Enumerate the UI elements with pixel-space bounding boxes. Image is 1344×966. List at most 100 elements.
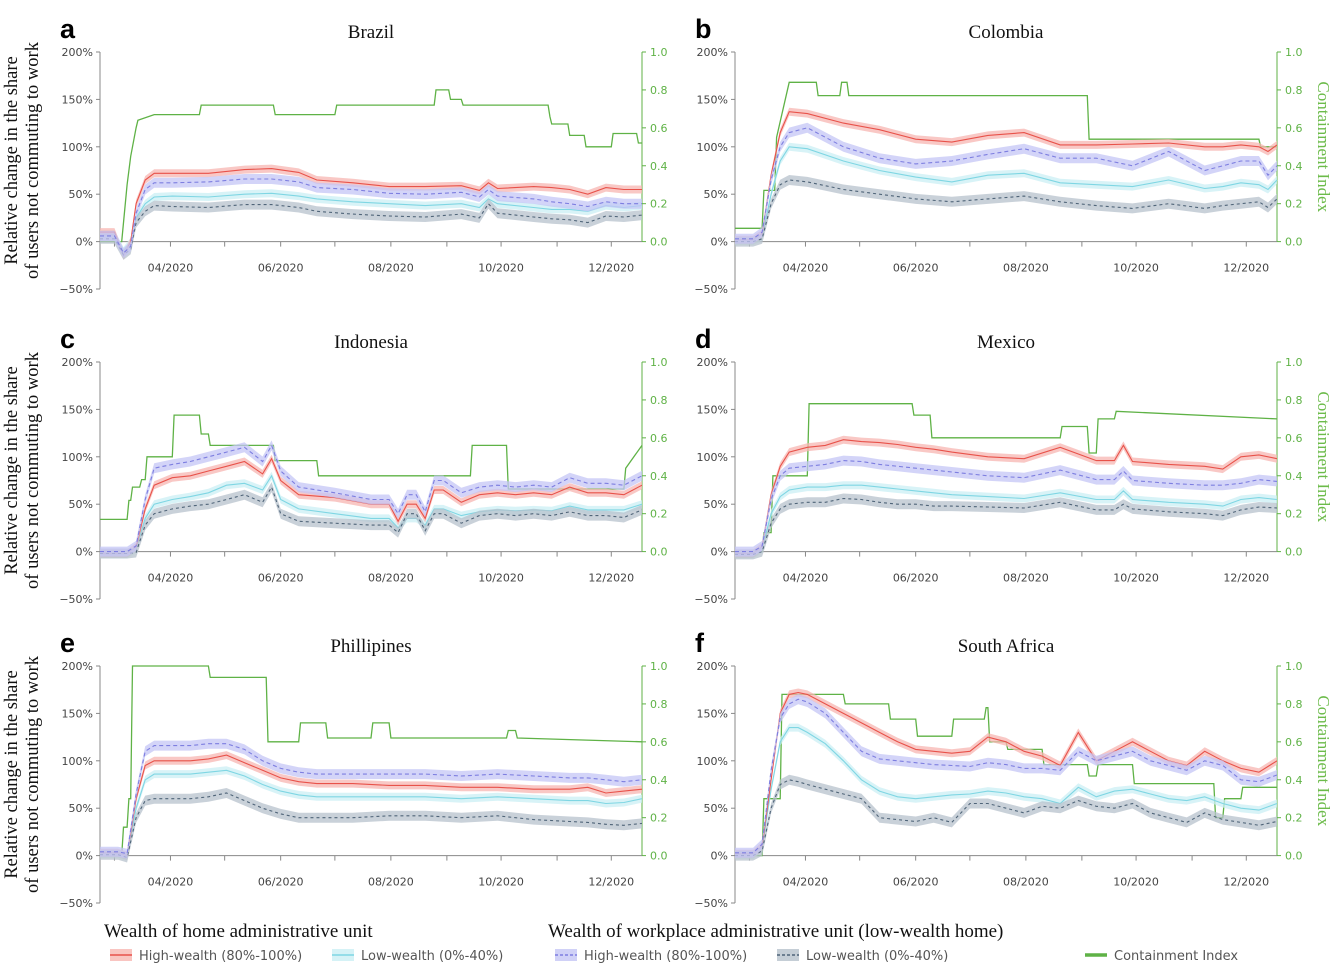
y2-tick-label: 0.2: [1285, 508, 1303, 521]
y2-tick-label: 1.0: [1285, 660, 1303, 673]
x-tick-label: 12/2020: [1223, 572, 1269, 585]
series-band-home_low: [100, 471, 642, 559]
series-line-work_low: [100, 485, 643, 555]
containment-line: [100, 665, 643, 857]
y2-axis-label: Containment Index: [1314, 81, 1333, 212]
series-line-home_high: [100, 168, 642, 258]
x-tick-label: 08/2020: [1003, 876, 1049, 889]
series-band-home_low: [735, 481, 1277, 559]
y2-tick-label: 0.4: [1285, 160, 1303, 173]
y-tick-label: 50%: [704, 498, 728, 511]
y2-tick-label: 0.0: [1285, 850, 1303, 863]
x-tick-label: 06/2020: [258, 572, 304, 585]
chart-panel-e: e Phillipines 200% 150% 100% 50% 0% −50% 1.0 0.8 0…: [2, 628, 668, 910]
x-tick-label: 08/2020: [368, 572, 414, 585]
series-band-work_high: [100, 440, 642, 557]
x-tick-label: 10/2020: [1113, 876, 1159, 889]
y-tick-label: 50%: [69, 188, 93, 201]
x-tick-label: 10/2020: [478, 262, 524, 275]
series-line-home_low: [100, 192, 643, 253]
y2-axis-label: Containment Index: [1314, 391, 1333, 522]
series-line-home_low: [735, 146, 1278, 242]
y-tick-label: 200%: [62, 660, 93, 673]
series-line-work_low: [100, 202, 643, 256]
panel-letter: b: [695, 14, 712, 44]
x-tick-label: 06/2020: [893, 572, 939, 585]
series-band-home_low: [100, 189, 642, 256]
series-band-work_low: [100, 788, 642, 863]
x-tick-label: 12/2020: [588, 876, 634, 889]
y2-tick-label: 0.0: [1285, 236, 1303, 249]
series-line-home_high: [735, 111, 1278, 241]
containment-line: [735, 693, 1277, 857]
y-tick-label: 0%: [711, 850, 728, 863]
y2-tick-label: 0.6: [650, 736, 668, 749]
y2-tick-label: 0.0: [650, 546, 668, 559]
legend-heading: Wealth of workplace administrative unit …: [548, 921, 1003, 942]
series-line-work_high: [100, 743, 643, 855]
y-tick-label: 0%: [711, 236, 728, 249]
y2-tick-label: 0.8: [1285, 698, 1303, 711]
x-tick-label: 10/2020: [478, 876, 524, 889]
y2-tick-label: 1.0: [1285, 356, 1303, 369]
y-tick-label: 100%: [62, 141, 93, 154]
y-tick-label: 200%: [697, 356, 728, 369]
series-line-home_low: [100, 769, 643, 858]
series-line-home_high: [735, 439, 1278, 555]
x-tick-label: 04/2020: [783, 262, 829, 275]
y-axis-label: Relative change in the share: [2, 56, 22, 265]
series-band-home_high: [735, 688, 1277, 858]
y2-tick-label: 0.6: [1285, 432, 1303, 445]
y-tick-label: −50%: [694, 897, 728, 910]
y-tick-label: 50%: [69, 498, 93, 511]
y2-tick-label: 0.4: [650, 470, 668, 483]
x-tick-label: 12/2020: [1223, 262, 1269, 275]
x-tick-label: 08/2020: [368, 262, 414, 275]
series-line-work_low: [735, 179, 1278, 243]
chart-panel-d: d Mexico 200% 150% 100% 50% 0% −50% 1.0 0.8 0.6 0.4…: [694, 324, 1333, 606]
y-tick-label: 200%: [62, 46, 93, 59]
series-line-home_low: [735, 484, 1278, 555]
containment-line: [100, 89, 642, 243]
series-band-home_high: [100, 751, 642, 860]
legend-heading: Wealth of home administrative unit: [104, 921, 373, 942]
legend-label: Low-wealth (0%-40%): [806, 949, 948, 964]
panel-letter: c: [60, 324, 75, 354]
y-tick-label: −50%: [694, 593, 728, 606]
series-line-work_high: [735, 127, 1278, 240]
y-axis-label: of users not commuting to work: [23, 655, 43, 893]
y-tick-label: 150%: [62, 707, 93, 720]
x-tick-label: 12/2020: [588, 262, 634, 275]
y2-tick-label: 0.2: [650, 508, 668, 521]
x-tick-label: 04/2020: [148, 876, 194, 889]
y-tick-label: 150%: [62, 403, 93, 416]
containment-line: [735, 403, 1278, 553]
series-line-work_high: [735, 460, 1278, 553]
x-tick-label: 04/2020: [148, 572, 194, 585]
x-tick-label: 06/2020: [258, 262, 304, 275]
series-line-home_high: [100, 457, 643, 555]
series-line-work_high: [735, 698, 1278, 854]
x-tick-label: 10/2020: [1113, 262, 1159, 275]
y2-axis-label: Containment Index: [1314, 695, 1333, 826]
y-tick-label: 150%: [697, 93, 728, 106]
panel-letter: d: [695, 324, 712, 354]
y2-tick-label: 0.6: [1285, 122, 1303, 135]
legend-label: High-wealth (80%-100%): [584, 949, 747, 964]
panel-title: Mexico: [977, 332, 1035, 353]
containment-line: [100, 414, 643, 521]
chart-panel-a: a Brazil 200% 150% 100% 50% 0% −50% 1.0 0.8 0.6 0.4…: [2, 14, 668, 296]
y-tick-label: −50%: [59, 897, 93, 910]
y2-tick-label: 0.2: [1285, 812, 1303, 825]
y-tick-label: 100%: [62, 451, 93, 464]
legend: Wealth of home administrative unit Wealth…: [104, 921, 1238, 964]
y2-tick-label: 0.0: [650, 850, 668, 863]
y-tick-label: 50%: [704, 188, 728, 201]
y2-tick-label: 0.6: [650, 122, 668, 135]
series-line-home_low: [735, 727, 1278, 856]
y2-tick-label: 0.8: [1285, 394, 1303, 407]
y2-tick-label: 1.0: [650, 46, 668, 59]
panel-title: Indonesia: [334, 332, 408, 353]
y-tick-label: 150%: [697, 403, 728, 416]
